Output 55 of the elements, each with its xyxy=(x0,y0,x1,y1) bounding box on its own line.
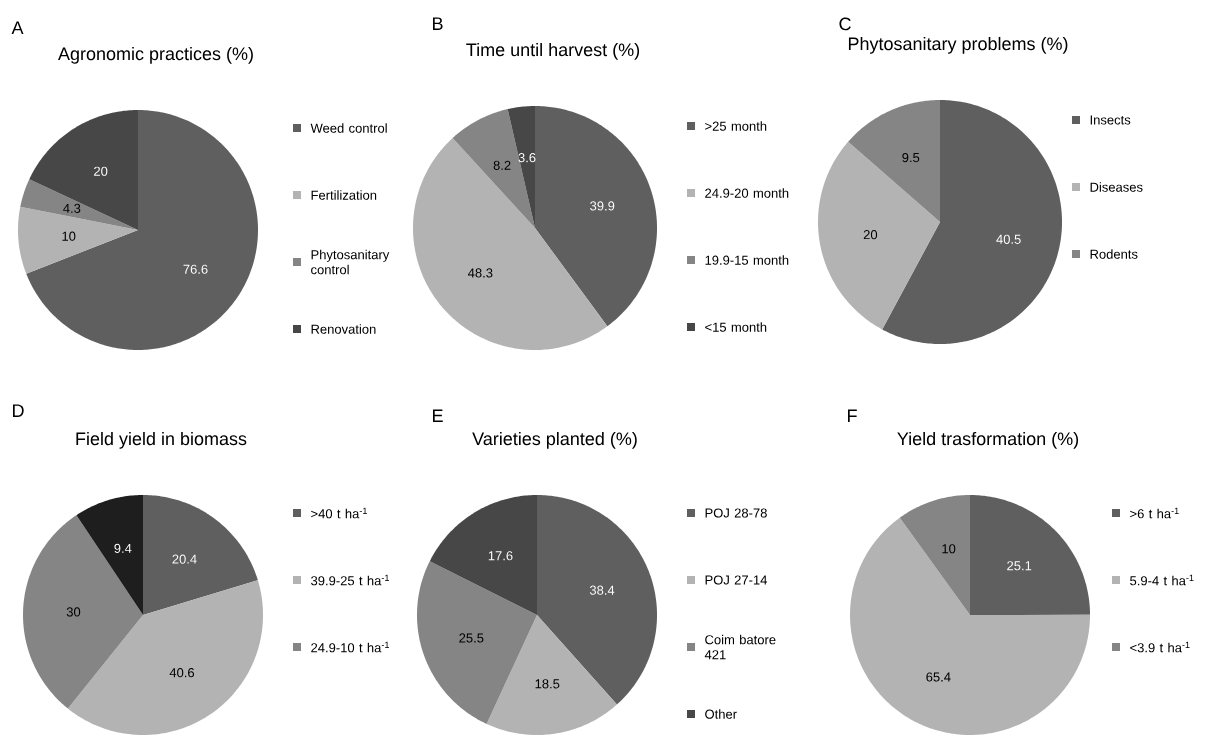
data-label: 40.5 xyxy=(996,234,1021,244)
legend-label: >25 month xyxy=(705,121,767,131)
text: F xyxy=(848,409,857,422)
chart-title: Time until harvest (%) xyxy=(466,42,640,60)
data-label: 10 xyxy=(942,544,956,554)
legend-label: 24.9-10 t ha$^{-1}$ xyxy=(311,641,390,653)
text: C xyxy=(839,17,851,31)
chart-title: Phytosanitary problems (%) xyxy=(848,36,1068,54)
legend-label: Phytosanitary control xyxy=(311,249,390,275)
legend-label: >40 t ha$^{-1}$ xyxy=(311,507,367,519)
text: E xyxy=(433,409,443,422)
data-label: 20 xyxy=(94,166,108,176)
data-label: 4.3 xyxy=(63,203,81,213)
data-label: 20.4 xyxy=(172,554,197,564)
data-label: 48.3 xyxy=(467,268,493,278)
data-label: 18.5 xyxy=(535,679,560,689)
chart-title: Varieties planted (%) xyxy=(472,431,637,449)
legend-label: 24.9-20 month xyxy=(705,188,789,198)
legend-label: Coim batore 421 xyxy=(704,634,776,660)
chart-title: Agronomic practices (%) xyxy=(58,46,253,64)
text: B xyxy=(433,17,443,30)
data-label: 25.5 xyxy=(459,633,484,643)
legend-label: 39.9-25 t ha$^{-1}$ xyxy=(311,574,390,586)
chart-title: Field yield in biomass xyxy=(76,431,247,449)
data-label: 3.6 xyxy=(518,153,536,163)
data-label: 65.4 xyxy=(926,672,951,682)
text: D xyxy=(13,404,24,417)
data-label: 10 xyxy=(62,231,76,241)
legend-label: Rodents xyxy=(1090,249,1138,259)
data-label: 25.1 xyxy=(1007,561,1032,571)
data-label: 20 xyxy=(863,230,878,240)
legend-label: POJ 27-14 xyxy=(705,575,768,585)
legend-label: 19.9-15 month xyxy=(705,255,789,265)
data-label: 9.5 xyxy=(902,152,920,163)
data-label: 76.6 xyxy=(183,264,208,274)
data-label: 39.9 xyxy=(590,201,615,211)
chart-title: Yield trasformation (%) xyxy=(897,431,1079,449)
text: A xyxy=(11,21,24,34)
legend-label: Renovation xyxy=(311,324,376,334)
legend-label: 5.9-4 t ha$^{-1}$ xyxy=(1130,574,1194,586)
legend-label: POJ 28-78 xyxy=(705,508,767,518)
data-label: 30 xyxy=(66,607,81,617)
data-label: 40.6 xyxy=(169,668,195,678)
data-label: 9.4 xyxy=(114,543,132,553)
data-label: 38.4 xyxy=(589,585,615,595)
legend-label: >6 t ha$^{-1}$ xyxy=(1130,507,1179,519)
legend-label: <3.9 t ha$^{-1}$ xyxy=(1130,641,1190,653)
legend-label: Other xyxy=(705,709,737,719)
legend-label: Fertilization xyxy=(311,190,377,200)
legend-label: <15 month xyxy=(705,322,767,332)
data-label: 17.6 xyxy=(488,551,513,561)
data-label: 8.2 xyxy=(493,160,511,170)
legend-label: Weed control xyxy=(310,123,387,133)
legend-label: Diseases xyxy=(1090,182,1143,192)
legend-label: Insects xyxy=(1090,115,1131,125)
